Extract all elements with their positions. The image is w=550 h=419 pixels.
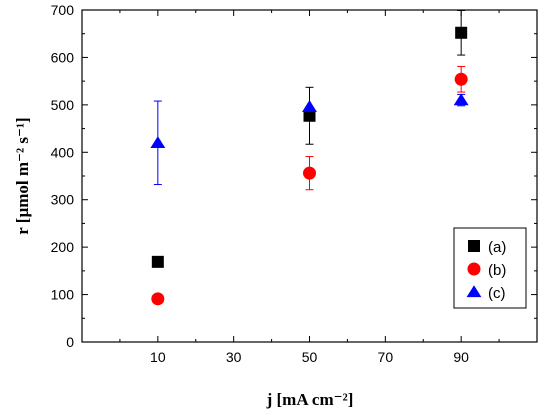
legend-marker [468,240,480,252]
data-point [302,100,317,112]
x-tick-label: 50 [302,349,318,365]
data-point [453,93,469,106]
y-axis-title: r [µmol m⁻² s⁻¹] [13,117,32,234]
data-point [303,166,316,180]
data-point [454,72,468,86]
legend-box [453,227,527,309]
data-point [151,255,164,268]
data-point [303,109,316,122]
y-tick-label: 600 [51,49,75,65]
data-point [151,292,165,306]
y-tick-label: 100 [51,287,75,303]
legend-label: (a) [488,239,506,256]
series-0 [151,9,468,268]
series-2 [150,93,469,186]
legend-label: (c) [488,285,506,302]
y-tick-label: 500 [51,97,75,113]
x-axis-title: j [mA cm⁻²] [266,390,354,409]
y-tick-label: 0 [66,334,74,350]
series-1 [151,65,468,306]
axes-layer: 0 100 200 300 400 500 600 700 10 30 50 70 90 [51,2,538,365]
legend-label: (b) [488,262,506,279]
legend-marker [466,285,482,298]
x-tick-label: 70 [378,349,394,365]
legend-layer: (a) (b) (c) [453,227,527,309]
x-tick-label: 90 [453,349,469,365]
data-point [150,136,166,148]
x-tick-label: 30 [226,349,242,365]
y-tick-label: 200 [51,239,75,255]
data-layer [150,9,469,306]
data-point [455,26,468,39]
y-tick-label: 400 [51,144,75,160]
x-tick-label: 10 [150,349,166,365]
legend-marker [467,262,481,276]
y-tick-label: 700 [51,2,75,18]
y-tick-label: 300 [51,192,75,208]
